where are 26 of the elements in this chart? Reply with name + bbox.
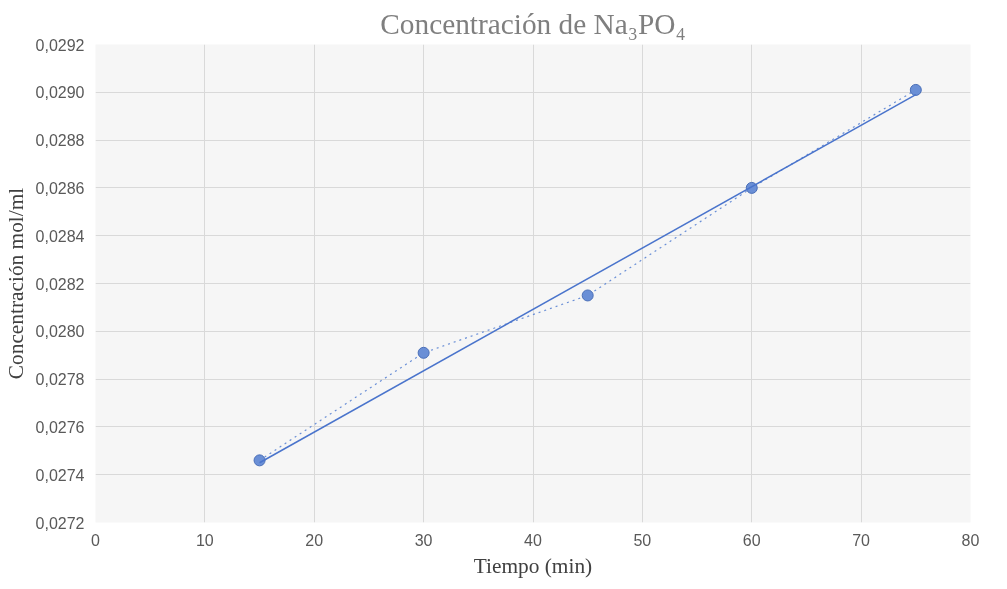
point: [581, 289, 594, 302]
x-tick-label: 0: [91, 531, 101, 549]
y-tick-label: 0,0272: [35, 514, 85, 532]
x-tick-label: 20: [305, 531, 324, 549]
x-axis-title: Tiempo (min): [473, 553, 593, 578]
y-tick-label: 0,0284: [35, 227, 85, 245]
x-tick-label: 10: [195, 531, 214, 549]
x-tick-label: 50: [633, 531, 652, 549]
x-tick-label: 80: [961, 531, 980, 549]
y-tick-label: 0,0282: [35, 275, 85, 293]
y-tick-label: 0,0276: [35, 418, 85, 436]
y-tick-label: 0,0288: [35, 132, 85, 150]
x-tick-label: 40: [524, 531, 542, 549]
x-tick-label: 60: [742, 531, 761, 549]
y-axis-title: Concentración mol/ml: [3, 187, 28, 380]
y-tick-label: 0,0274: [35, 466, 85, 484]
y-tick-label: 0,0280: [35, 323, 85, 341]
chart-title: Concentración de Na₃PO₄: [380, 7, 686, 40]
point: [417, 346, 430, 359]
x-tick-label: 30: [414, 531, 433, 549]
y-tick-label: 0,0292: [35, 36, 85, 54]
y-tick-label: 0,0278: [35, 371, 85, 389]
y-tick-label: 0,0286: [35, 179, 85, 197]
x-tick-label: 70: [852, 531, 871, 549]
point: [909, 83, 922, 96]
y-tick-label: 0,0290: [35, 84, 85, 102]
